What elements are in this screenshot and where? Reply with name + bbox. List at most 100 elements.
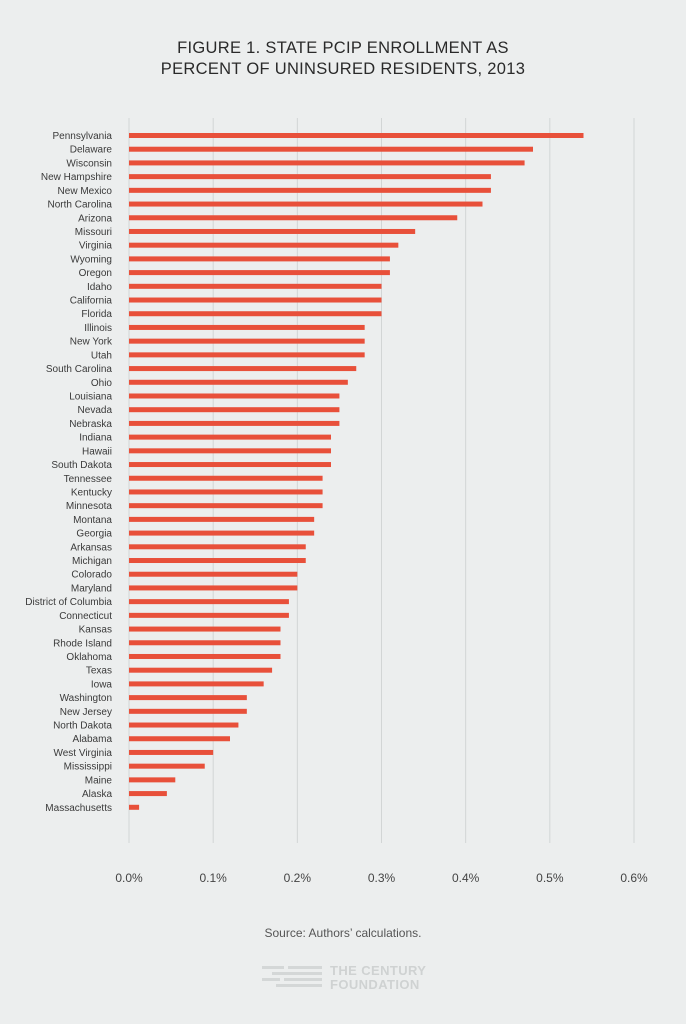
category-label: Oklahoma: [66, 652, 112, 663]
category-label: Tennessee: [64, 474, 113, 485]
category-label: Indiana: [79, 433, 112, 444]
bar: [129, 393, 340, 399]
category-label: South Carolina: [46, 364, 113, 375]
bar: [129, 215, 458, 221]
bar: [129, 722, 239, 728]
bar: [129, 558, 306, 564]
category-label: Virginia: [79, 241, 113, 252]
bar: [129, 420, 340, 426]
bar: [129, 612, 289, 618]
category-label: Delaware: [70, 145, 113, 156]
gridlines: [128, 118, 635, 843]
logo-mark-icon: [262, 966, 324, 988]
category-label: New Hampshire: [41, 172, 113, 183]
category-label: Colorado: [71, 570, 112, 581]
bar: [129, 256, 390, 262]
category-label: Minnesota: [66, 501, 113, 512]
bar: [129, 653, 281, 659]
bar: [129, 297, 382, 303]
x-axis-ticks: 0.0% 0.1% 0.2% 0.3% 0.4% 0.5% 0.6%: [115, 871, 648, 885]
bar: [129, 489, 323, 495]
category-label: Ohio: [91, 378, 113, 389]
logo-text: THE CENTURY FOUNDATION: [330, 964, 426, 992]
bar: [129, 434, 331, 440]
category-label: South Dakota: [51, 460, 112, 471]
bar: [129, 242, 399, 248]
chart-title-line-2: PERCENT OF UNINSURED RESIDENTS, 2013: [160, 60, 526, 78]
bar: [129, 270, 390, 276]
chart-title: FIGURE 1. STATE PCIP ENROLLMENT AS PERCE…: [0, 38, 686, 80]
category-label: Wisconsin: [66, 158, 112, 169]
category-label: New York: [70, 337, 113, 348]
x-tick-label: 0.0%: [115, 871, 143, 885]
century-foundation-logo: THE CENTURY FOUNDATION: [262, 964, 442, 994]
category-label: Arkansas: [70, 542, 112, 553]
category-label: Illinois: [84, 323, 112, 334]
category-label: West Virginia: [53, 748, 112, 759]
bar: [129, 763, 205, 769]
bar: [129, 379, 348, 385]
bar: [129, 681, 264, 687]
bar-chart: Pennsylvania Delaware Wisconsin New Hampshi…: [25, 118, 648, 885]
category-label: California: [70, 296, 113, 307]
chart-title-line-1: FIGURE 1. STATE PCIP ENROLLMENT AS: [177, 39, 509, 57]
bar: [129, 133, 584, 138]
bar: [129, 352, 365, 358]
category-label: Michigan: [72, 556, 112, 567]
bar: [129, 228, 416, 234]
category-label: North Carolina: [48, 200, 113, 211]
bar: [129, 174, 491, 180]
category-label: Iowa: [91, 679, 113, 690]
bar: [129, 530, 315, 536]
bar: [129, 160, 525, 166]
bar: [129, 516, 315, 522]
category-label: Mississippi: [64, 762, 112, 773]
x-tick-label: 0.2%: [284, 871, 312, 885]
bar: [129, 791, 167, 797]
bar: [129, 366, 357, 372]
category-label: District of Columbia: [25, 597, 112, 608]
category-label: Pennsylvania: [53, 131, 113, 142]
bar: [129, 338, 365, 344]
bar: [129, 146, 533, 152]
bar: [129, 187, 491, 193]
category-label: Idaho: [87, 282, 112, 293]
category-label: Maine: [85, 775, 113, 786]
logo-text-line-2: FOUNDATION: [330, 977, 420, 992]
bar: [129, 708, 247, 714]
bars: [129, 133, 584, 810]
bar: [129, 599, 289, 605]
category-label: Georgia: [76, 529, 112, 540]
category-label: Alabama: [73, 734, 113, 745]
bar: [129, 640, 281, 646]
bar: [129, 749, 214, 755]
category-label: Maryland: [71, 583, 112, 594]
bar: [129, 201, 483, 207]
category-label: Montana: [73, 515, 112, 526]
bar: [129, 283, 382, 289]
bar: [129, 804, 140, 810]
category-label: Nevada: [78, 405, 113, 416]
category-label: Louisiana: [69, 391, 112, 402]
category-label: Connecticut: [59, 611, 112, 622]
bar: [129, 626, 281, 632]
x-tick-label: 0.5%: [536, 871, 564, 885]
category-label: Arizona: [78, 213, 112, 224]
category-label: Massachusetts: [45, 803, 112, 814]
bar: [129, 503, 323, 509]
bar: [129, 544, 306, 550]
category-label: Texas: [86, 666, 112, 677]
category-label: Kansas: [79, 625, 112, 636]
x-tick-label: 0.4%: [452, 871, 480, 885]
source-note: Source: Authors’ calculations.: [264, 926, 422, 940]
category-label: Florida: [81, 309, 112, 320]
category-label: Utah: [91, 350, 112, 361]
category-label: Rhode Island: [53, 638, 112, 649]
category-label: Kentucky: [71, 487, 112, 498]
category-label: New Mexico: [58, 186, 113, 197]
bar: [129, 736, 230, 742]
bar: [129, 475, 323, 481]
logo-text-line-1: THE CENTURY: [330, 963, 427, 978]
bar: [129, 571, 298, 577]
x-tick-label: 0.1%: [199, 871, 227, 885]
